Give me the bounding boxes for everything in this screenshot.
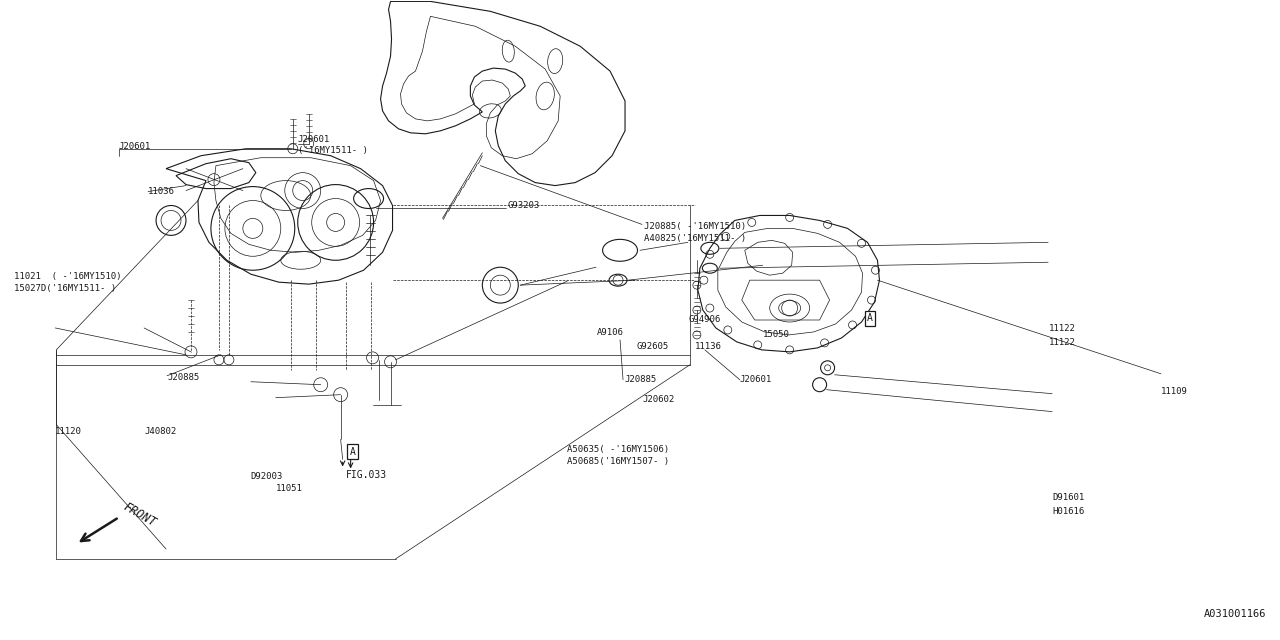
Text: 11122: 11122	[1048, 338, 1075, 347]
Text: 15050: 15050	[763, 330, 790, 339]
Text: FIG.033: FIG.033	[346, 470, 387, 481]
Text: 11021  ( -'16MY1510): 11021 ( -'16MY1510)	[14, 272, 122, 281]
Text: A50685('16MY1507- ): A50685('16MY1507- )	[567, 457, 669, 466]
Text: J20885: J20885	[168, 373, 200, 382]
Text: 15027D('16MY1511- ): 15027D('16MY1511- )	[14, 284, 116, 292]
Text: G92605: G92605	[636, 342, 668, 351]
Text: 11120: 11120	[55, 427, 82, 436]
Text: J20885( -'16MY1510): J20885( -'16MY1510)	[644, 222, 746, 231]
Text: A50635( -'16MY1506): A50635( -'16MY1506)	[567, 445, 669, 454]
Text: J20601: J20601	[740, 375, 772, 384]
Text: D91601: D91601	[1052, 493, 1084, 502]
Text: J20885: J20885	[625, 375, 657, 384]
Text: 11136: 11136	[695, 342, 722, 351]
Text: G93203: G93203	[507, 201, 539, 210]
Text: G94906: G94906	[689, 316, 721, 324]
Text: 11036: 11036	[148, 188, 175, 196]
Text: J20601: J20601	[119, 142, 151, 151]
Text: J20602: J20602	[643, 395, 675, 404]
Text: D92003: D92003	[251, 472, 283, 481]
Text: A: A	[867, 313, 873, 323]
Text: ('16MY1511- ): ('16MY1511- )	[298, 146, 367, 155]
Text: A40825('16MY1511- ): A40825('16MY1511- )	[644, 234, 746, 243]
Text: J20601: J20601	[298, 134, 330, 143]
Text: J40802: J40802	[145, 427, 177, 436]
Text: 11051: 11051	[276, 484, 303, 493]
Text: A9106: A9106	[596, 328, 623, 337]
Text: A031001166: A031001166	[1204, 609, 1267, 619]
Text: FRONT: FRONT	[122, 500, 159, 530]
Text: 11122: 11122	[1048, 324, 1075, 333]
Text: 11109: 11109	[1161, 387, 1188, 396]
Text: A: A	[349, 447, 356, 457]
Text: H01616: H01616	[1052, 507, 1084, 516]
